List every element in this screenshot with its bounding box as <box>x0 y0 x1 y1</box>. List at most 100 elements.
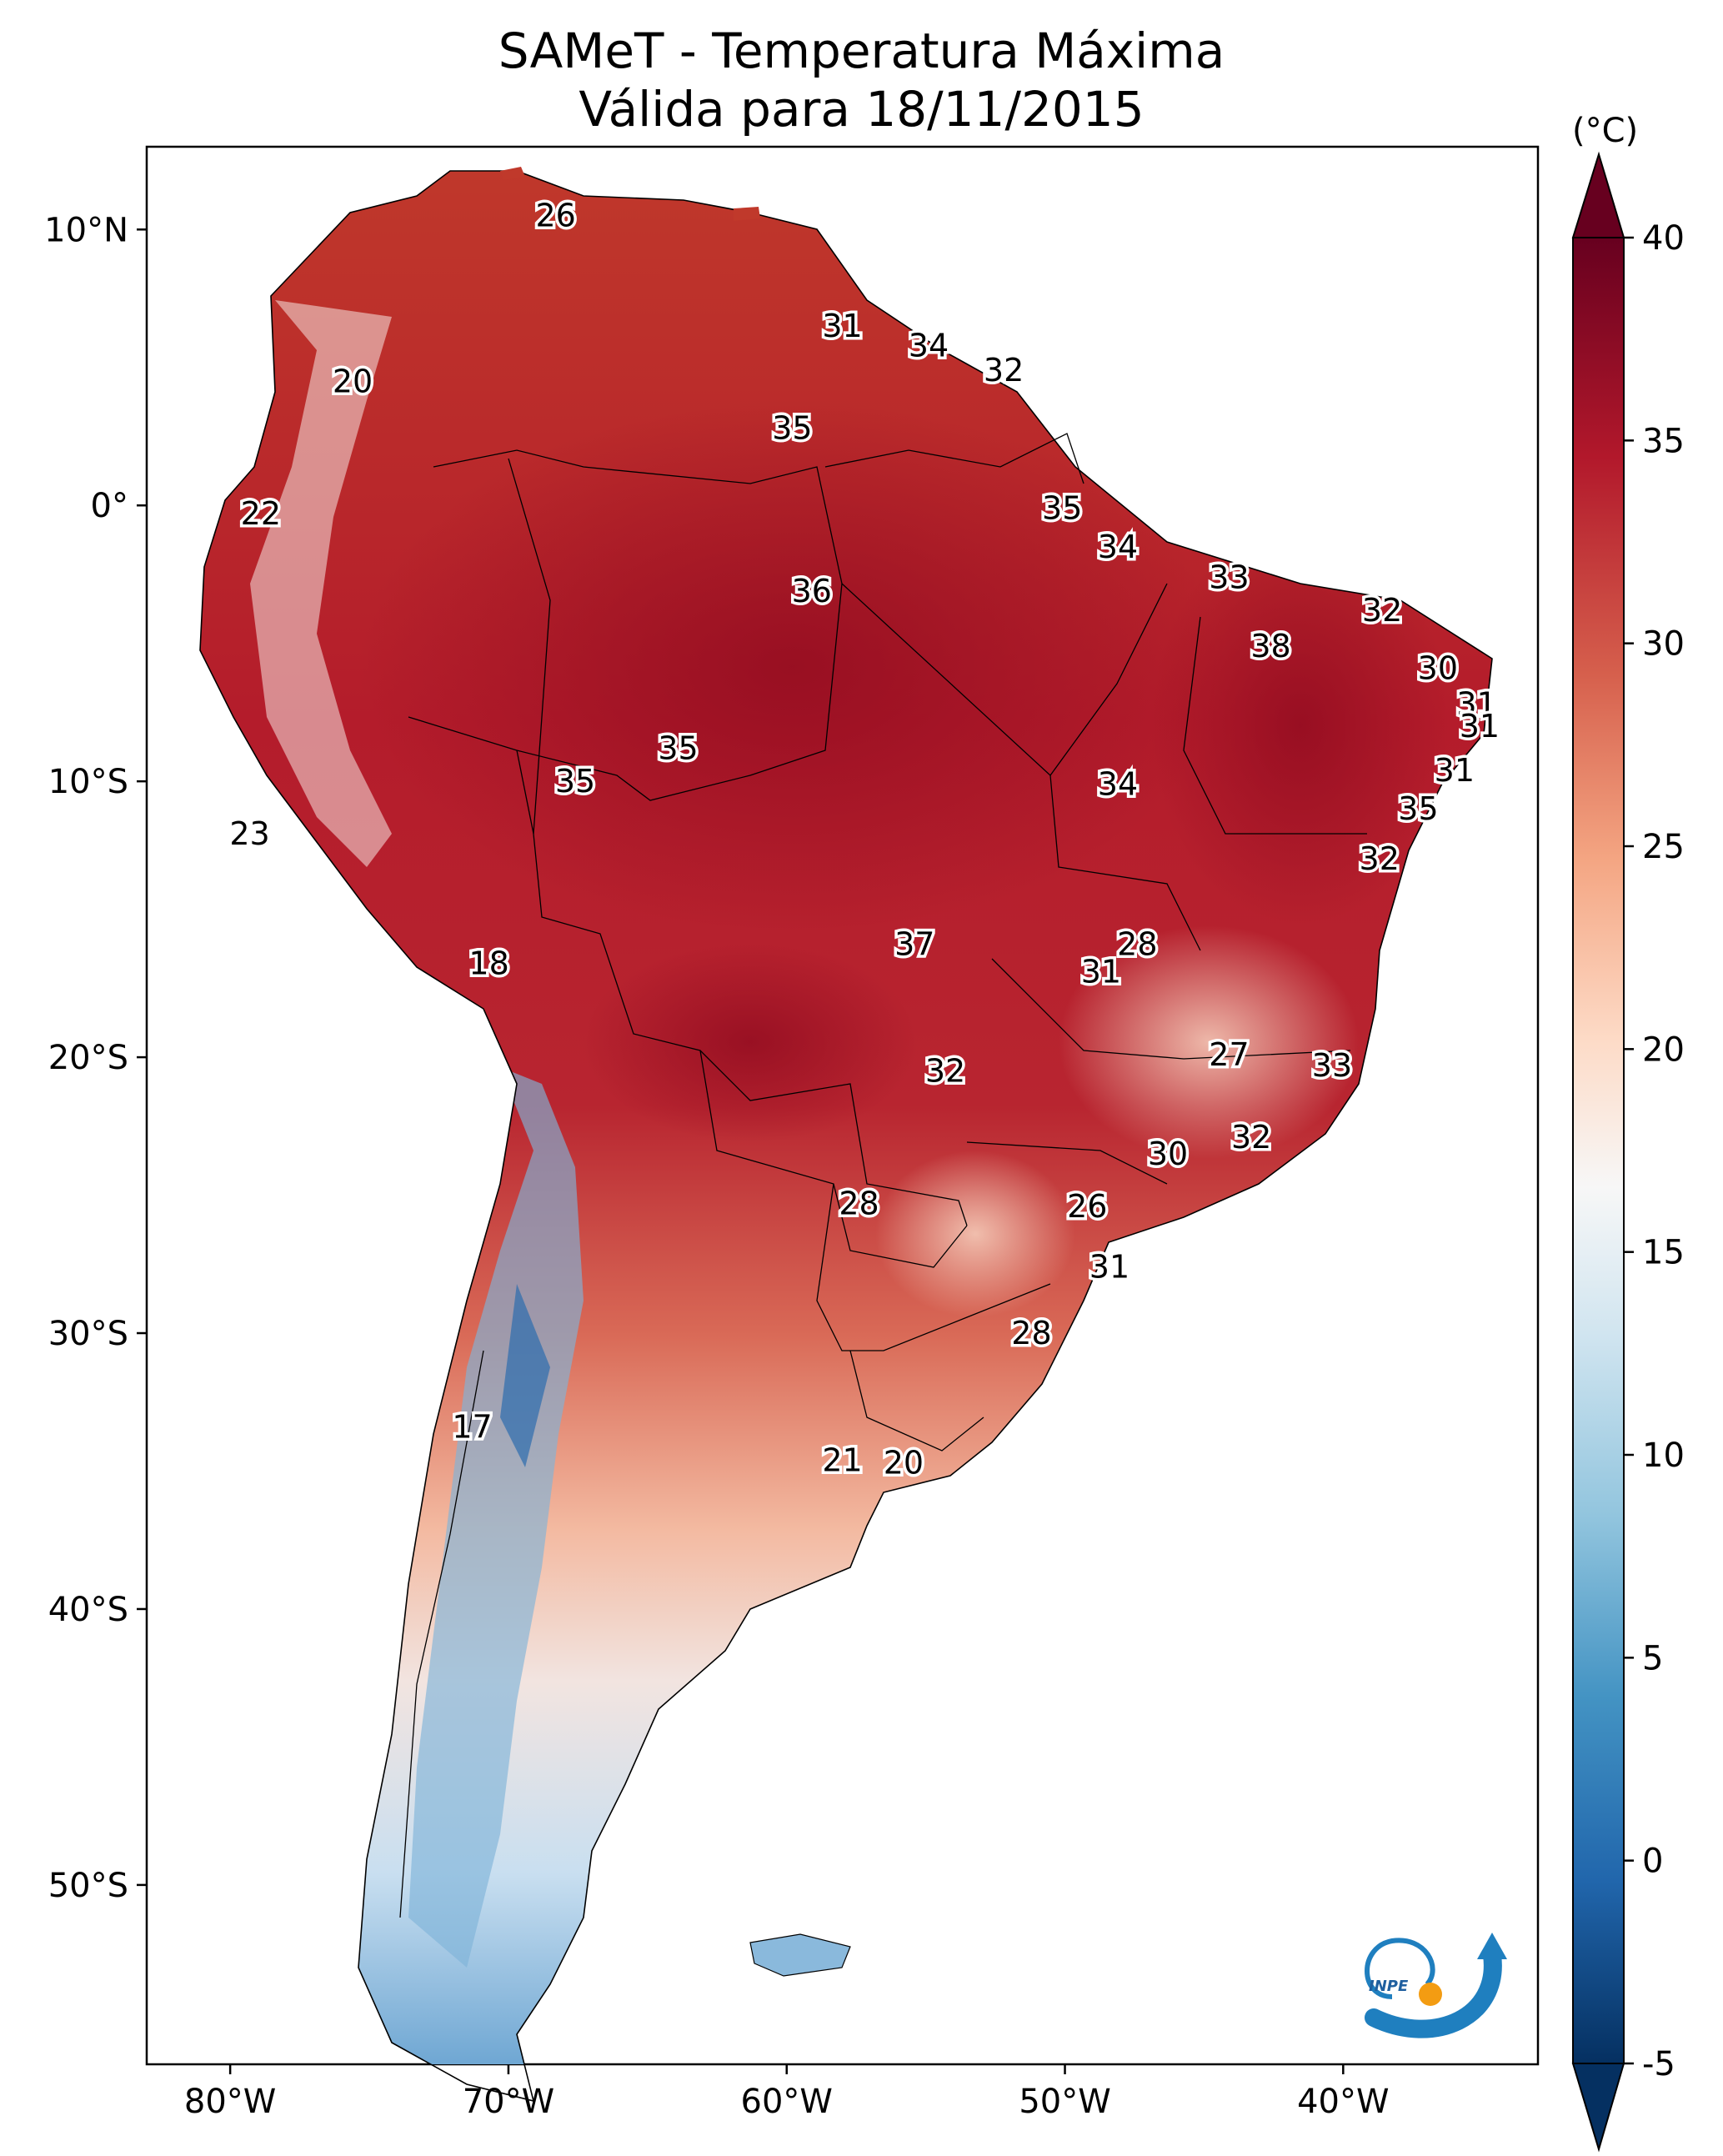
latitude-ticks: 10°N 0° 10°S 20°S 30°S 40°S 50°S <box>44 211 147 1905</box>
colorbar: (°C) 40 35 30 25 20 15 10 5 0 -5 <box>1571 112 1685 2153</box>
temperature-label: 34 <box>1098 529 1138 565</box>
temperature-label: 35 <box>1398 790 1438 827</box>
temperature-label: 30 <box>1148 1136 1188 1172</box>
logo-sun-icon <box>1419 1983 1442 2006</box>
border-state-3 <box>1183 616 1367 835</box>
colorbar-tick-label: 30 <box>1642 625 1685 664</box>
colorbar-bar <box>1572 237 1625 2064</box>
temperature-label: 35 <box>555 763 595 800</box>
colorbar-tick-label: 40 <box>1642 219 1685 258</box>
temperature-label: 17 <box>452 1409 492 1446</box>
logo-swoosh-icon <box>1365 1946 1502 2038</box>
hot-core-pantanal <box>584 942 917 1142</box>
lat-tick-label: 50°S <box>48 1867 128 1905</box>
hot-core-amazon <box>358 400 1225 934</box>
colorbar-tick-label: 35 <box>1642 422 1685 460</box>
temperature-label: 35 <box>658 730 698 766</box>
temperature-label: 21 <box>822 1442 862 1478</box>
temperature-label: 20 <box>884 1445 924 1482</box>
longitude-ticks: 80°W 70°W 60°W 50°W 40°W <box>184 2064 1390 2121</box>
temperature-label: 33 <box>1209 559 1249 595</box>
country-borders <box>399 433 1367 1918</box>
temperature-label: 34 <box>909 327 949 364</box>
border-state-1 <box>841 583 1168 776</box>
temperature-label: 23 <box>229 815 269 852</box>
colorbar-tick-label: -5 <box>1642 2045 1675 2083</box>
temperature-label: 31 <box>1435 752 1475 789</box>
caribbean-island <box>500 167 525 180</box>
map-subtitle: Válida para 18/11/2015 <box>579 81 1144 138</box>
temperature-label: 28 <box>1011 1315 1051 1351</box>
border-state-5 <box>966 1141 1168 1185</box>
temperature-label: 27 <box>1209 1036 1249 1073</box>
lon-tick-label: 80°W <box>184 2083 276 2121</box>
map-axes: 10°N 0° 10°S 20°S 30°S 40°S 50°S 80°W 70°W 60°W 5… <box>44 145 1540 2121</box>
colorbar-tick-label: 25 <box>1642 828 1685 866</box>
lat-tick-label: 40°S <box>48 1591 128 1629</box>
temperature-label: 32 <box>984 352 1024 389</box>
border-state-2 <box>1049 775 1201 951</box>
temperature-label: 38 <box>1250 628 1290 664</box>
colorbar-extend-min <box>1571 2063 1625 2153</box>
border-amazon-west <box>408 449 843 801</box>
colorbar-tick-label: 0 <box>1642 1843 1663 1881</box>
temperature-label: 26 <box>536 198 576 234</box>
falkland-islands <box>749 1933 851 1977</box>
temperature-label: 26 <box>1067 1188 1107 1225</box>
border-guianas <box>824 433 1084 484</box>
border-argentina-brazil <box>816 1183 1051 1351</box>
border-chile-argentina <box>399 1350 484 1918</box>
lon-tick-label: 70°W <box>463 2083 554 2121</box>
lon-tick-label: 50°W <box>1019 2083 1110 2121</box>
temperature-label: 31 <box>1460 708 1500 745</box>
temperature-label: 18 <box>468 945 508 982</box>
temperature-label: 22 <box>241 495 281 532</box>
temperature-label: 32 <box>925 1053 965 1090</box>
temperature-label: 35 <box>772 410 812 447</box>
colorbar-extend-max <box>1571 151 1625 238</box>
temperature-label: 31 <box>1089 1249 1129 1286</box>
border-state-4 <box>991 958 1351 1060</box>
border-uruguay <box>849 1350 984 1452</box>
map-title: SAMeT - Temperatura Máxima <box>498 23 1225 79</box>
temperature-label: 32 <box>1360 840 1400 877</box>
mild-south <box>875 1151 1075 1317</box>
temperature-label: 32 <box>1362 592 1402 629</box>
temperature-label: 36 <box>792 573 832 609</box>
hot-core-northeast <box>1150 525 1450 925</box>
colorbar-tick-label: 5 <box>1642 1639 1663 1677</box>
temperature-label: 31 <box>1456 685 1496 722</box>
temperature-label: 33 <box>1312 1047 1352 1084</box>
temperature-label: 35 <box>1042 490 1082 527</box>
lon-tick-label: 40°W <box>1297 2083 1389 2121</box>
inpe-logo: INPE <box>1365 1933 1507 2038</box>
temperature-label: 31 <box>1081 953 1121 990</box>
colorbar-unit-label: (°C) <box>1572 112 1638 150</box>
caribbean-island <box>734 207 760 221</box>
temperature-label: 31 <box>822 308 862 344</box>
temperature-label: 32 <box>1231 1119 1271 1156</box>
temperature-label: 37 <box>894 925 934 962</box>
andes-south-cool <box>408 1067 584 1968</box>
temperature-label: 20 <box>333 363 373 399</box>
andes-cool-band <box>250 300 392 867</box>
temperature-label: 28 <box>1117 925 1157 962</box>
lat-tick-label: 0° <box>91 487 128 525</box>
lon-tick-label: 60°W <box>741 2083 833 2121</box>
logo-text: INPE <box>1369 1978 1409 1995</box>
andes-coldest <box>500 1284 550 1467</box>
logo-ring-icon <box>1365 1938 1435 1999</box>
temperature-label: 30 <box>1418 649 1458 686</box>
temperature-label: 28 <box>839 1185 879 1221</box>
colorbar-tick-label: 10 <box>1642 1436 1685 1475</box>
temperature-label: 34 <box>1098 765 1138 802</box>
mild-southeast <box>1059 925 1359 1159</box>
border-paraguay <box>699 1050 968 1268</box>
border-peru-chile <box>508 458 551 835</box>
logo-arrow-icon <box>1477 1933 1507 1959</box>
lat-tick-label: 20°S <box>48 1039 128 1077</box>
colorbar-ticks: 40 35 30 25 20 15 10 5 0 -5 <box>1624 219 1685 2083</box>
lat-tick-label: 30°S <box>48 1315 128 1353</box>
